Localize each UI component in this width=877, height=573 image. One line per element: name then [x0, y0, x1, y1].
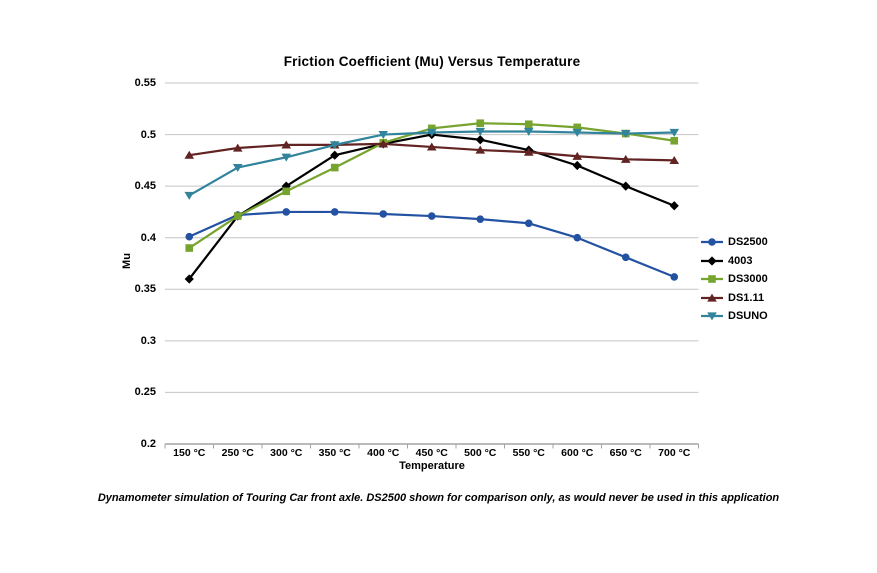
square-marker-icon	[701, 275, 723, 284]
y-tick-label: 0.5	[140, 128, 156, 141]
chart-legend: DS2500 4003 DS3000 DS1.11 DSUNO	[701, 233, 768, 326]
x-tick-label: 150 °C	[173, 447, 206, 459]
x-tick-label: 550 °C	[512, 447, 545, 459]
x-tick-label: 600 °C	[561, 447, 594, 459]
x-tick-label: 650 °C	[609, 447, 642, 459]
y-tick-label: 0.35	[134, 283, 156, 296]
y-tick-label: 0.45	[134, 180, 156, 193]
y-tick-label: 0.3	[140, 334, 156, 347]
series-line-DS3000	[188, 122, 676, 250]
series-DS3000	[185, 119, 679, 252]
x-tick-label: 400 °C	[367, 447, 400, 459]
diamond-marker-icon	[701, 256, 723, 266]
series-line-4003	[188, 133, 676, 281]
legend-item-ds2500: DS2500	[701, 233, 768, 252]
legend-label: DS2500	[728, 236, 768, 249]
x-axis-title: Temperature	[399, 460, 465, 472]
chart-title: Friction Coefficient (Mu) Versus Tempera…	[283, 54, 581, 69]
y-tick-label: 0.55	[134, 77, 156, 89]
y-tick-label: 0.25	[134, 386, 156, 399]
chart-caption: Dynamometer simulation of Touring Car fr…	[97, 492, 780, 504]
series-DSUNO	[184, 127, 680, 200]
legend-item-dsuno: DSUNO	[701, 307, 768, 326]
legend-label: DS1.11	[728, 291, 765, 304]
triangle-up-marker-icon	[701, 293, 723, 302]
x-tick-label: 350 °C	[318, 447, 351, 459]
circle-marker-icon	[701, 238, 723, 247]
legend-label: 4003	[728, 254, 753, 267]
x-tick-label: 450 °C	[415, 447, 448, 459]
y-tick-label: 0.4	[140, 231, 156, 244]
series-line-DS2500	[188, 210, 676, 279]
y-tick-label: 0.2	[140, 438, 156, 450]
series-DS2500	[185, 208, 679, 281]
legend-item-4003: 4003	[701, 252, 768, 271]
legend-item-ds3000: DS3000	[701, 270, 768, 289]
legend-label: DSUNO	[728, 310, 768, 323]
series-DS1.11	[184, 139, 680, 164]
x-tick-label: 250 °C	[221, 447, 254, 459]
x-tick-label: 500 °C	[464, 447, 497, 459]
x-tick-label: 300 °C	[270, 447, 303, 459]
y-axis-title: Mu	[121, 253, 133, 269]
legend-item-ds111: DS1.11	[701, 289, 768, 308]
triangle-down-marker-icon	[701, 312, 723, 321]
x-tick-label: 700 °C	[658, 447, 691, 459]
series-4003	[184, 129, 679, 284]
legend-label: DS3000	[728, 273, 768, 286]
